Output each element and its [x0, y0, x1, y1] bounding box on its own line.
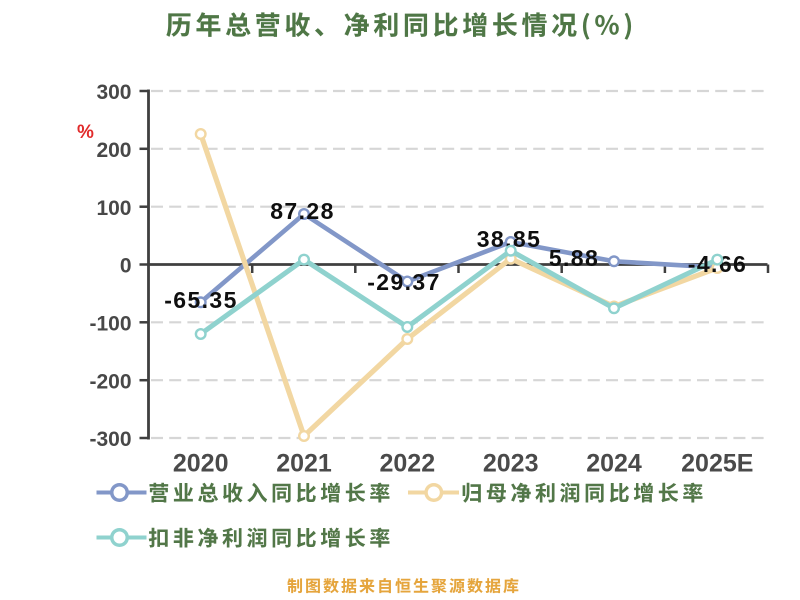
svg-text:5.88: 5.88 [549, 245, 599, 271]
svg-text:2021: 2021 [276, 450, 332, 478]
svg-text:87.28: 87.28 [270, 198, 335, 224]
svg-text:2024: 2024 [586, 450, 642, 478]
svg-text:2022: 2022 [379, 450, 435, 478]
svg-text:2020: 2020 [173, 450, 229, 478]
svg-text:-200: -200 [89, 370, 131, 393]
svg-text:100: 100 [96, 197, 131, 220]
svg-text:-300: -300 [89, 428, 131, 451]
svg-text:-65.35: -65.35 [164, 287, 238, 313]
svg-text:300: 300 [96, 81, 131, 104]
svg-text:%: % [77, 122, 94, 143]
svg-text:2025E: 2025E [681, 450, 753, 478]
svg-text:-29.37: -29.37 [367, 269, 441, 295]
svg-text:2023: 2023 [483, 450, 539, 478]
svg-text:0: 0 [120, 255, 132, 278]
svg-text:200: 200 [96, 139, 131, 162]
svg-text:-100: -100 [89, 313, 131, 336]
